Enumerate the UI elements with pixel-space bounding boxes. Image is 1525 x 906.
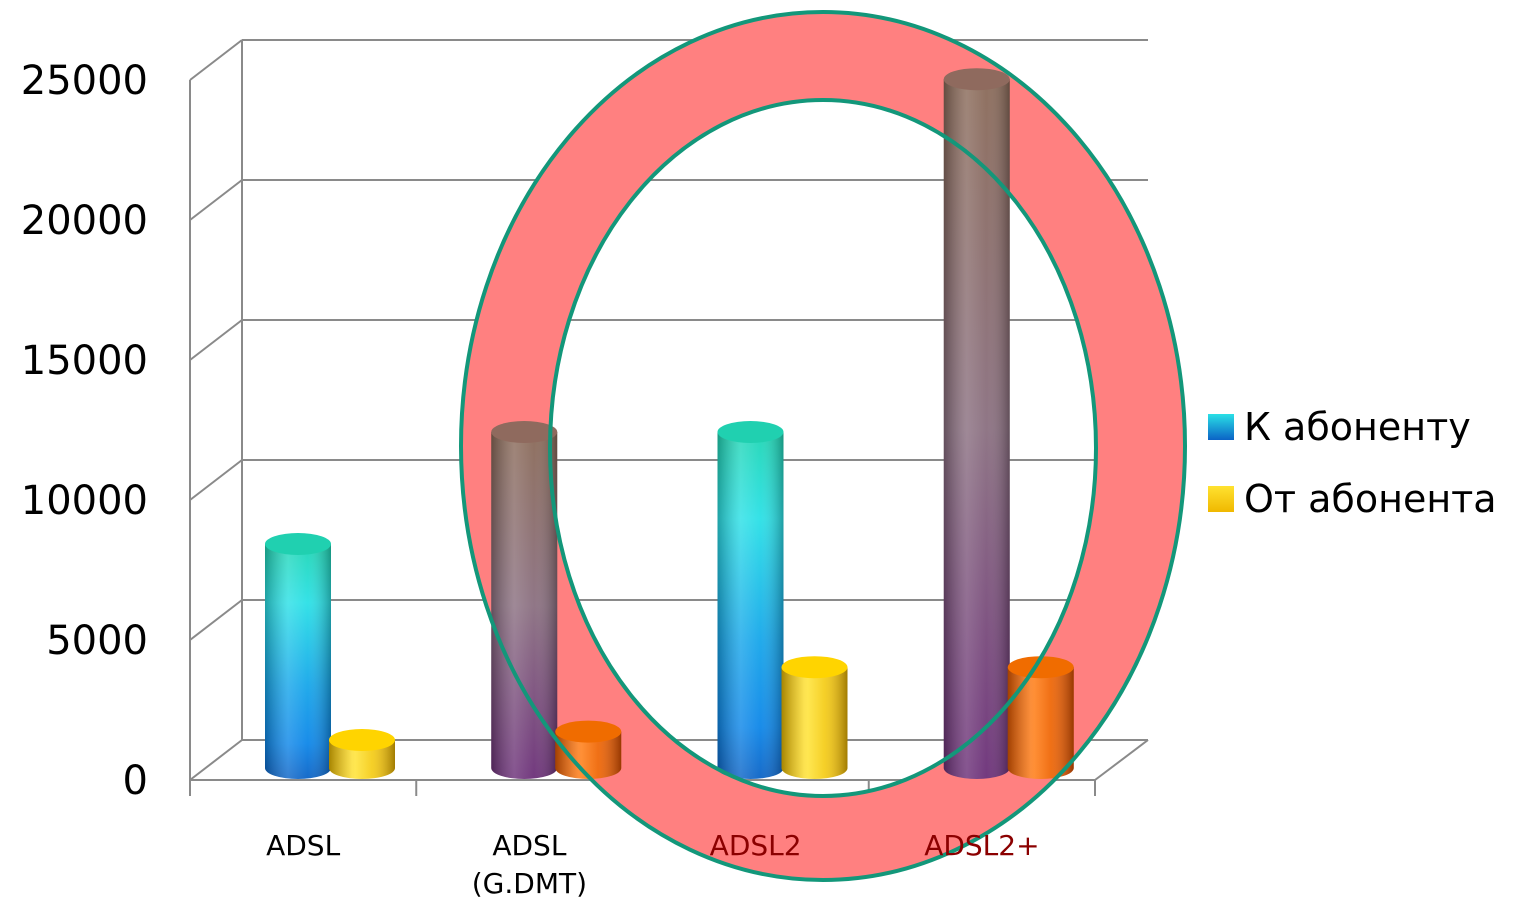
x-tick-label: (G.DMT) bbox=[472, 867, 587, 900]
floor-edge bbox=[1094, 739, 1149, 781]
y-tick-label: 20000 bbox=[21, 198, 148, 244]
grid-diagonal bbox=[189, 319, 243, 361]
x-tick-label: ADSL bbox=[266, 829, 340, 862]
x-tick-label: ADSL bbox=[492, 829, 566, 862]
grid-diagonal bbox=[189, 39, 243, 81]
bar-К абоненту bbox=[943, 68, 1010, 779]
grid-diagonal bbox=[189, 599, 243, 641]
bar-К абоненту-top bbox=[717, 421, 784, 443]
legend: К абоненту От абонента bbox=[1208, 405, 1497, 521]
grid-diagonal bbox=[189, 459, 243, 501]
y-tick-label: 15000 bbox=[21, 338, 148, 384]
y-axis-labels: 0 5000 10000 15000 20000 25000 bbox=[21, 58, 148, 804]
ellipse-outer-outline bbox=[459, 10, 1187, 882]
bar-К абоненту bbox=[491, 421, 558, 779]
bar-К абоненту-top bbox=[265, 533, 331, 555]
legend-label: К абоненту bbox=[1244, 405, 1471, 449]
bar-К абоненту bbox=[265, 533, 331, 779]
bar-От абонента bbox=[1007, 656, 1074, 779]
y-tick-label: 10000 bbox=[21, 478, 148, 524]
y-tick-label: 0 bbox=[123, 758, 148, 804]
x-tick-label: ADSL2 bbox=[710, 829, 802, 862]
ellipse-inner-outline bbox=[548, 98, 1098, 798]
bar-К абоненту-top bbox=[943, 68, 1010, 91]
bar-К абоненту-top bbox=[491, 421, 558, 443]
grid-diagonal bbox=[189, 179, 243, 221]
bar-От абонента-top bbox=[781, 656, 848, 679]
legend-swatch bbox=[1208, 414, 1234, 440]
y-tick-label: 25000 bbox=[21, 58, 148, 104]
grid-diagonal bbox=[189, 739, 243, 781]
bar-От абонента bbox=[781, 656, 848, 779]
legend-swatch bbox=[1208, 486, 1234, 512]
bar-От абонента-top bbox=[329, 729, 395, 751]
bar-От абонента bbox=[329, 729, 395, 779]
bar-От абонента bbox=[555, 720, 622, 779]
bar-К абоненту bbox=[717, 421, 784, 779]
legend-label: От абонента bbox=[1244, 477, 1497, 521]
x-tick-label: ADSL2+ bbox=[924, 829, 1039, 862]
highlight-ellipse-ring-overlay bbox=[459, 10, 1187, 882]
x-axis-labels: ADSL ADSL (G.DMT) ADSL2 ADSL2+ bbox=[266, 829, 1039, 900]
bars bbox=[265, 68, 1074, 779]
bar-От абонента-top bbox=[555, 720, 622, 743]
bar-От абонента-top bbox=[1007, 656, 1074, 679]
y-tick-label: 5000 bbox=[46, 618, 148, 664]
